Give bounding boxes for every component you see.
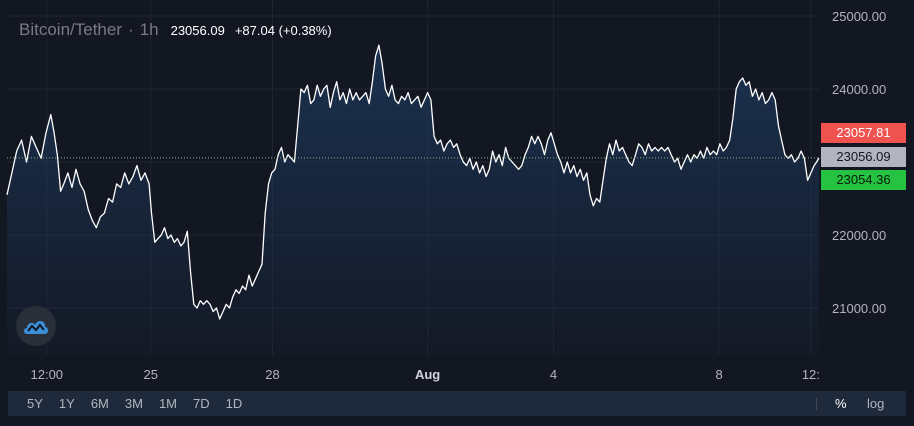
ask-price-badge: 23057.81	[821, 123, 906, 143]
interval-label[interactable]: 1h	[139, 20, 159, 39]
x-tick-label: Aug	[415, 367, 440, 382]
last-price-value: 23056.09	[170, 23, 225, 38]
toolbar-divider	[816, 398, 817, 410]
range-1m-button[interactable]: 1M	[158, 396, 177, 411]
y-tick-label: 21000.00	[832, 301, 886, 316]
x-tick-label: 8	[716, 367, 723, 382]
price-area-fill	[7, 45, 819, 355]
y-tick-label: 22000.00	[832, 228, 886, 243]
price-line	[6, 44, 820, 320]
legend-separator: ·	[128, 20, 134, 39]
x-tick-label: 25	[143, 367, 157, 382]
y-axis-labels: 25000.00 24000.00 22000.00 21000.00	[832, 9, 886, 316]
chart-legend-header: Bitcoin/Tether · 1h 23056.09 +87.04 (+0.…	[19, 20, 332, 44]
range-1d-button[interactable]: 1D	[225, 396, 243, 411]
range-7d-button[interactable]: 7D	[193, 396, 210, 411]
range-6m-button[interactable]: 6M	[90, 396, 109, 411]
range-1y-button[interactable]: 1Y	[58, 396, 75, 411]
x-tick-label: 28	[265, 367, 279, 382]
tradingview-cloud-icon[interactable]	[16, 306, 56, 346]
price-change-value: +87.04 (+0.38%)	[234, 23, 332, 38]
y-tick-label: 24000.00	[832, 82, 886, 97]
range-toolbar: 5Y 1Y 6M 3M 1M 7D 1D % log	[8, 391, 906, 416]
x-tick-label: 12:00	[31, 367, 64, 382]
x-tick-label: 12:	[802, 367, 820, 382]
bid-price-badge: 23054.36	[821, 170, 906, 190]
range-5y-button[interactable]: 5Y	[27, 396, 43, 411]
x-axis-labels: 12:00 25 28 Aug 4 8 12:	[31, 367, 820, 382]
percent-scale-button[interactable]: %	[835, 396, 847, 411]
log-scale-button[interactable]: log	[867, 396, 885, 411]
symbol-name[interactable]: Bitcoin/Tether	[19, 20, 122, 39]
y-tick-label: 25000.00	[832, 9, 886, 24]
range-3m-button[interactable]: 3M	[124, 396, 143, 411]
x-tick-label: 4	[550, 367, 557, 382]
last-price-badge: 23056.09	[821, 147, 906, 167]
